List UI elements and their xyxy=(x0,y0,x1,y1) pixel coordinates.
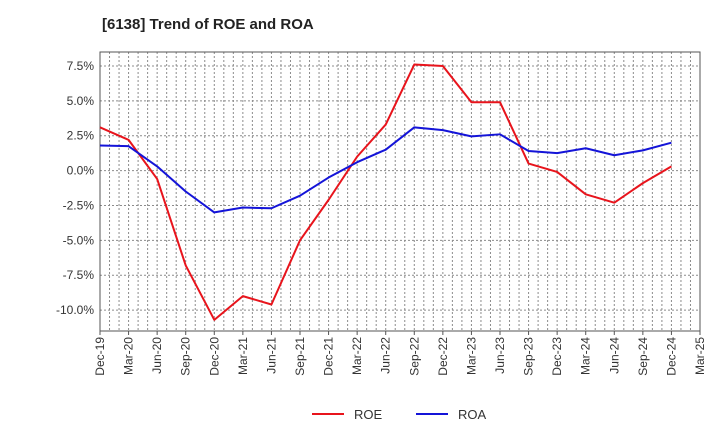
y-tick-label: -5.0% xyxy=(63,233,95,247)
x-tick-label: Dec-23 xyxy=(550,337,564,376)
x-tick-label: Sep-20 xyxy=(179,337,193,376)
y-tick-label: -2.5% xyxy=(63,198,95,212)
x-tick-label: Jun-23 xyxy=(493,337,507,374)
x-tick-label: Jun-24 xyxy=(607,337,621,374)
legend-label-roa: ROA xyxy=(458,407,487,422)
y-tick-label: 0.0% xyxy=(67,164,95,178)
legend-label-roe: ROE xyxy=(354,407,383,422)
x-tick-label: Jun-20 xyxy=(150,337,164,374)
x-tick-label: Dec-21 xyxy=(322,337,336,376)
x-tick-label: Dec-20 xyxy=(207,337,221,376)
x-tick-label: Mar-22 xyxy=(350,337,364,375)
plot-frame xyxy=(99,51,701,332)
x-tick-label: Mar-24 xyxy=(579,337,593,375)
y-tick-label: 2.5% xyxy=(67,129,95,143)
x-tick-label: Mar-21 xyxy=(236,337,250,375)
x-tick-label: Dec-24 xyxy=(664,337,678,376)
y-tick-label: 7.5% xyxy=(67,59,95,73)
x-tick-label: Sep-21 xyxy=(293,337,307,376)
x-tick-label: Mar-25 xyxy=(693,337,707,375)
x-tick-label: Sep-24 xyxy=(636,337,650,376)
x-tick-label: Sep-22 xyxy=(407,337,421,376)
x-tick-label: Mar-20 xyxy=(122,337,136,375)
y-tick-label: 5.0% xyxy=(67,94,95,108)
y-tick-label: -7.5% xyxy=(63,268,95,282)
y-tick-label: -10.0% xyxy=(56,303,94,317)
x-tick-label: Jun-21 xyxy=(264,337,278,374)
x-tick-label: Dec-22 xyxy=(436,337,450,376)
x-tick-label: Dec-19 xyxy=(93,337,107,376)
x-tick-label: Mar-23 xyxy=(464,337,478,375)
chart-title: [6138] Trend of ROE and ROA xyxy=(102,16,314,33)
x-tick-label: Sep-23 xyxy=(522,337,536,376)
x-tick-label: Jun-22 xyxy=(379,337,393,374)
